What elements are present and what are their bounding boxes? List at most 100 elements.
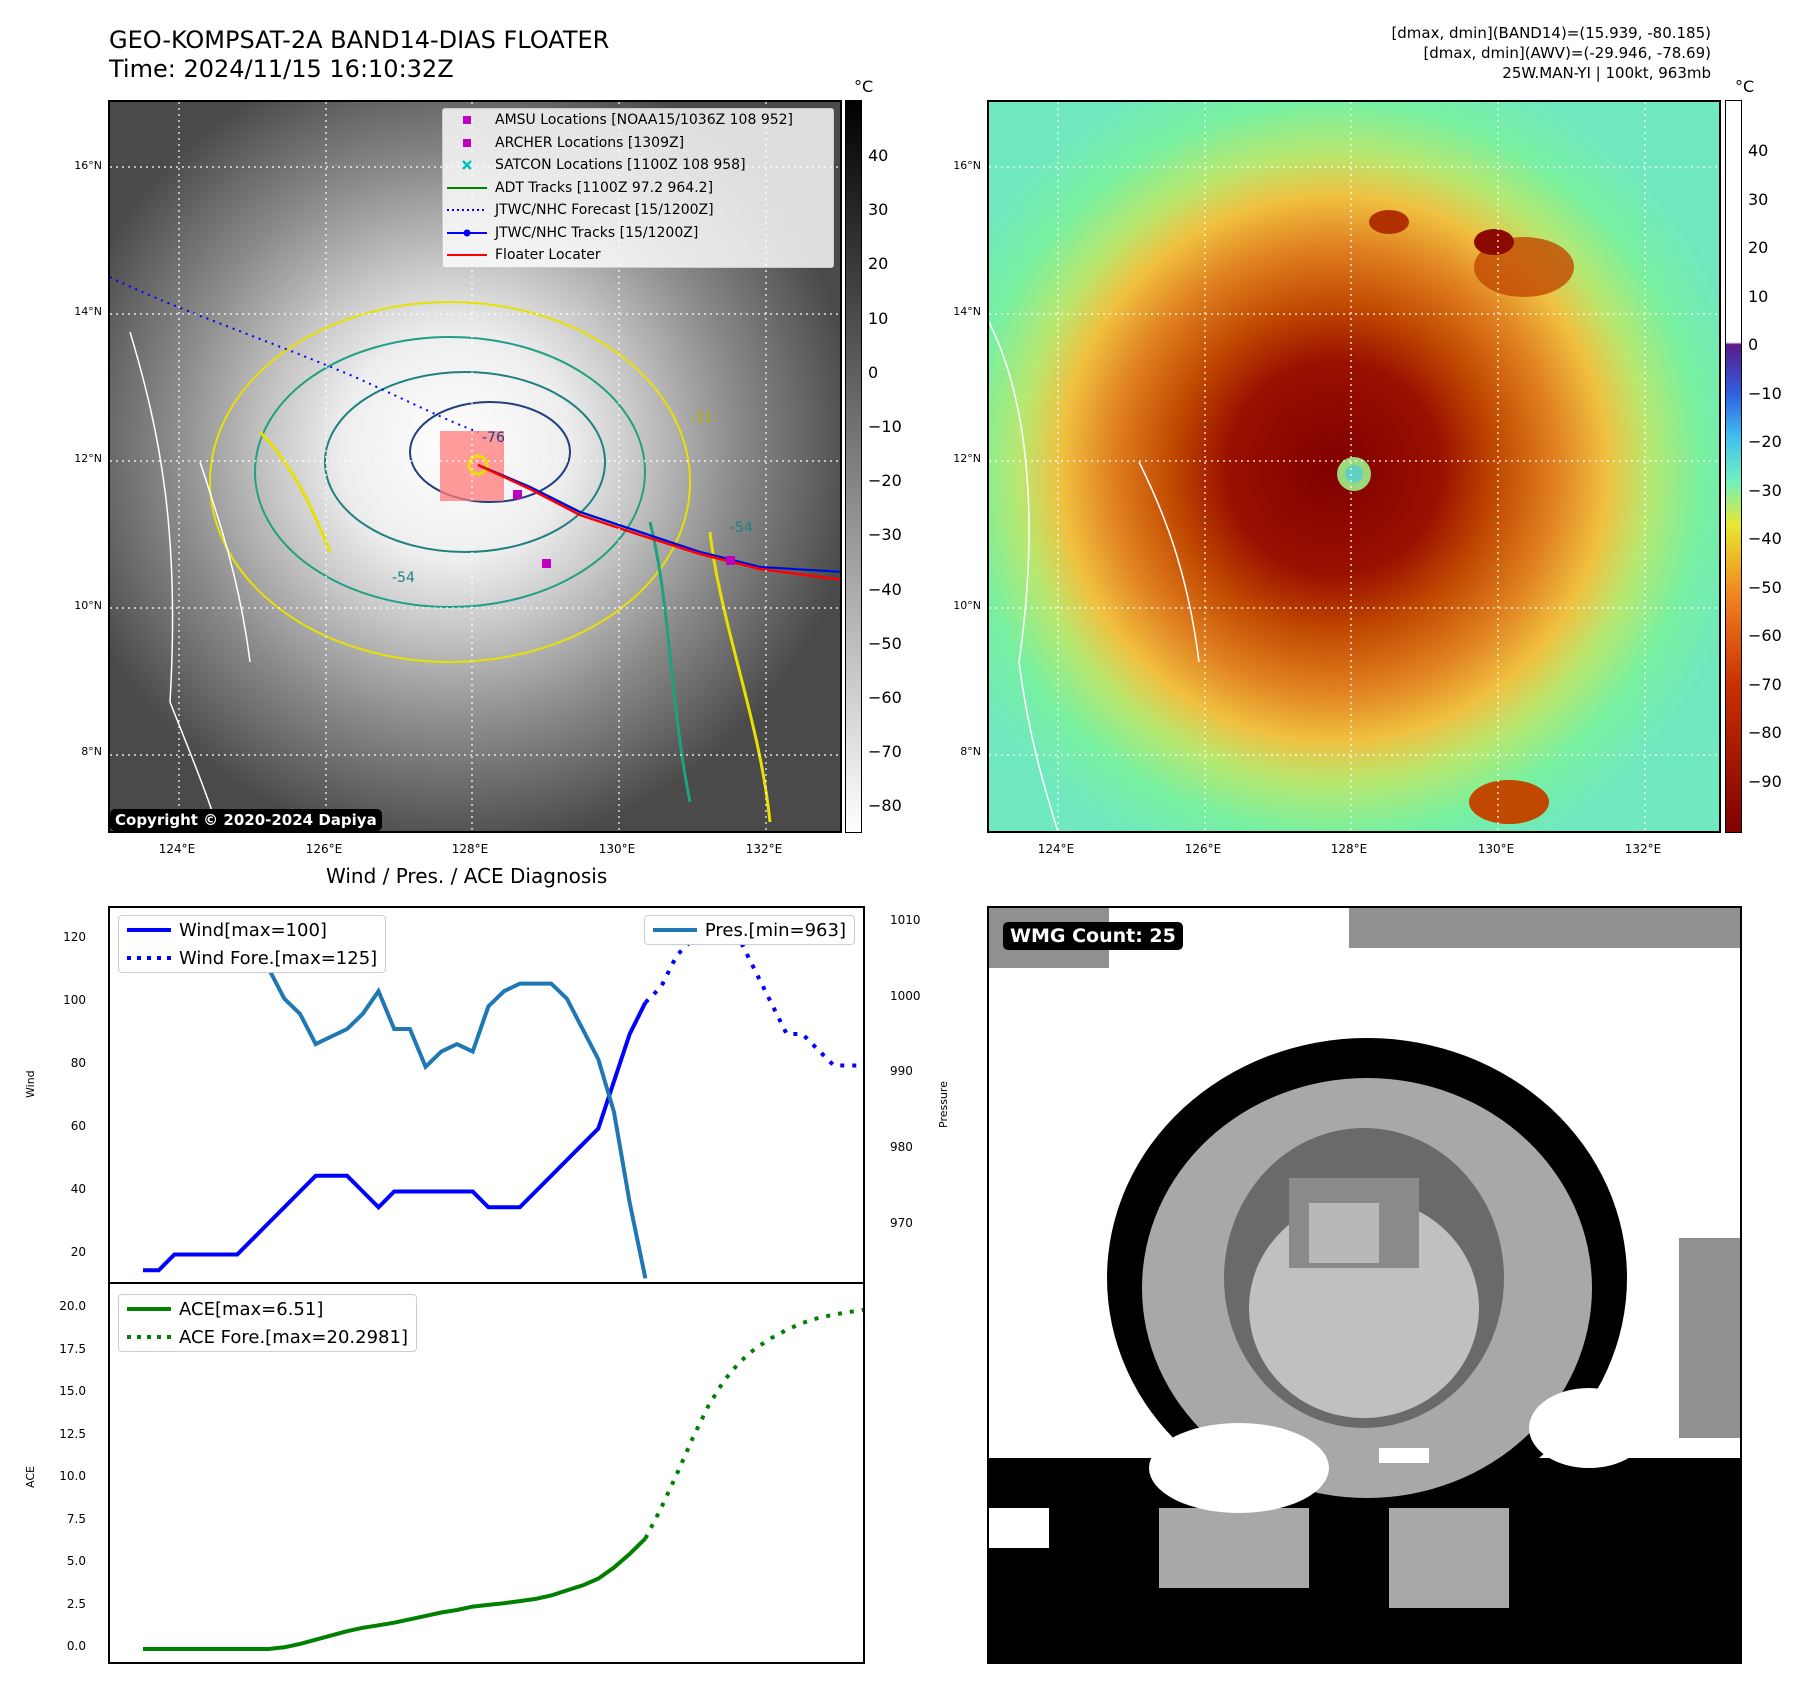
contour-label-1: -76 bbox=[482, 430, 505, 446]
lat-tick-label: 10°N bbox=[953, 599, 981, 612]
wind-tick-label: 80 bbox=[70, 1055, 86, 1070]
wind-pressure-panel: Wind[max=100] Wind Fore.[max=125] Pres.[… bbox=[108, 906, 865, 1284]
pressure-legend: Pres.[min=963] bbox=[643, 915, 855, 945]
wind-legend: Wind[max=100] Wind Fore.[max=125] bbox=[118, 915, 387, 973]
info-line-3: 25W.MAN-YI | 100kt, 963mb bbox=[1502, 64, 1711, 82]
lon-tick-label: 130°E bbox=[598, 842, 636, 856]
ir-colorbar-tick: 30 bbox=[868, 200, 889, 220]
legend-item-archer: ARCHER Locations [1309Z] bbox=[443, 132, 833, 155]
contour-label-4: -31 bbox=[690, 410, 713, 426]
series-line-ace-fore-max- bbox=[643, 1307, 863, 1540]
pressure-tick-label: 1010 bbox=[890, 913, 921, 928]
contour-label-3: -54 bbox=[730, 520, 753, 536]
ace-tick-label: 20.0 bbox=[59, 1299, 86, 1314]
lon-tick-label: 124°E bbox=[158, 842, 196, 856]
lon-tick-label: 130°E bbox=[1477, 842, 1515, 856]
title-line-1: GEO-KOMPSAT-2A BAND14-DIAS FLOATER bbox=[109, 26, 610, 54]
awv-colorbar-tick: −10 bbox=[1748, 383, 1782, 403]
wind-tick-label: 120 bbox=[63, 929, 86, 944]
legend-item-amsu: AMSU Locations [NOAA15/1036Z 108 952] bbox=[443, 109, 833, 132]
awv-colorbar-tick: −30 bbox=[1748, 480, 1782, 500]
legend-item-satcon: SATCON Locations [1100Z 108 958] bbox=[443, 154, 833, 177]
awv-colorbar-tick: 20 bbox=[1748, 238, 1769, 257]
ir-colorbar-tick: −30 bbox=[868, 525, 902, 545]
ace-tick-label: 17.5 bbox=[59, 1341, 86, 1356]
legend-item-ace-fore: ACE Fore.[max=20.2981] bbox=[127, 1326, 408, 1348]
lat-tick-label: 14°N bbox=[74, 305, 102, 318]
lat-tick-label: 10°N bbox=[74, 599, 102, 612]
legend-item-jtwc-forecast: JTWC/NHC Forecast [15/1200Z] bbox=[447, 202, 714, 219]
ir-colorbar-unit: °C bbox=[854, 77, 874, 96]
pressure-tick-label: 970 bbox=[890, 1215, 913, 1230]
ir-colorbar-tick: −60 bbox=[868, 688, 902, 707]
lat-tick-label: 16°N bbox=[953, 159, 981, 172]
wind-tick-label: 60 bbox=[70, 1118, 86, 1133]
awv-colorbar-tick: −80 bbox=[1748, 723, 1782, 742]
ir-colorbar-tick: −80 bbox=[868, 796, 902, 816]
ace-tick-label: 10.0 bbox=[59, 1469, 86, 1484]
lat-tick-label: 12°N bbox=[953, 452, 981, 465]
lon-tick-label: 126°E bbox=[1184, 842, 1222, 856]
awv-colorbar-tick: −70 bbox=[1748, 674, 1782, 694]
diag-title: Wind / Pres. / ACE Diagnosis bbox=[326, 864, 608, 888]
info-line-2: [dmax, dmin](AWV)=(-29.946, -78.69) bbox=[1423, 44, 1711, 62]
awv-map-panel bbox=[987, 100, 1721, 833]
ir-colorbar-tick: −10 bbox=[868, 417, 902, 436]
awv-colorbar bbox=[1725, 100, 1742, 833]
lat-tick-label: 8°N bbox=[960, 745, 981, 758]
lon-tick-label: 132°E bbox=[1624, 842, 1662, 856]
ir-colorbar-tick: −20 bbox=[868, 471, 902, 491]
legend-item-adt: ADT Tracks [1100Z 97.2 964.2] bbox=[447, 179, 714, 196]
awv-colorbar-tick: 10 bbox=[1748, 286, 1769, 306]
contour-label-2: -54 bbox=[392, 570, 415, 586]
ir-colorbar-tick: −40 bbox=[868, 579, 902, 599]
ace-tick-label: 12.5 bbox=[59, 1426, 86, 1441]
copyright-badge: Copyright © 2020-2024 Dapiya bbox=[110, 809, 382, 831]
ace-axis-label: ACE bbox=[24, 1466, 37, 1488]
legend-item-floater: Floater Locater bbox=[447, 247, 601, 264]
ir-map-legend: AMSU Locations [NOAA15/1036Z 108 952] AR… bbox=[442, 108, 834, 268]
legend-item-ace: ACE[max=6.51] bbox=[127, 1298, 324, 1320]
ir-map-panel: -76 -54 -54 -31 AMSU Locations [NOAA15/1… bbox=[108, 100, 842, 833]
pressure-tick-label: 1000 bbox=[890, 988, 921, 1003]
ace-plot bbox=[143, 1307, 863, 1651]
series-line-ace-max- bbox=[143, 1537, 647, 1651]
wind-tick-label: 40 bbox=[70, 1181, 86, 1196]
wind-axis-label: Wind bbox=[24, 1070, 37, 1098]
series-line-wind-fore-max- bbox=[643, 921, 863, 1068]
ir-colorbar bbox=[845, 100, 862, 833]
awv-map-gridlines bbox=[989, 102, 1719, 831]
series-line-wind-max- bbox=[143, 1001, 648, 1273]
wmg-count-badge: WMG Count: 25 bbox=[1003, 922, 1183, 950]
ir-colorbar-tick: 20 bbox=[868, 254, 889, 274]
awv-colorbar-tick: −90 bbox=[1748, 771, 1782, 791]
ir-colorbar-tick: 40 bbox=[868, 146, 889, 165]
ace-tick-label: 0.0 bbox=[66, 1639, 86, 1654]
awv-colorbar-tick: −60 bbox=[1748, 626, 1782, 645]
awv-colorbar-unit: °C bbox=[1735, 77, 1755, 96]
legend-item-wind-fore: Wind Fore.[max=125] bbox=[127, 947, 378, 969]
awv-colorbar-tick: 0 bbox=[1748, 335, 1759, 354]
ir-colorbar-tick: 0 bbox=[868, 362, 879, 382]
ace-tick-label: 2.5 bbox=[66, 1596, 86, 1611]
legend-item-jtwc-tracks: JTWC/NHC Tracks [15/1200Z] bbox=[443, 222, 833, 245]
lon-tick-label: 126°E bbox=[305, 842, 343, 856]
pressure-axis-label: Pressure bbox=[937, 1081, 950, 1128]
wmg-panel: WMG Count: 25 bbox=[987, 906, 1742, 1664]
lat-tick-label: 14°N bbox=[953, 305, 981, 318]
ace-panel: ACE[max=6.51] ACE Fore.[max=20.2981] bbox=[108, 1282, 865, 1664]
info-line-1: [dmax, dmin](BAND14)=(15.939, -80.185) bbox=[1391, 24, 1711, 42]
title-line-2: Time: 2024/11/15 16:10:32Z bbox=[109, 55, 454, 83]
lon-tick-label: 124°E bbox=[1037, 842, 1075, 856]
awv-colorbar-tick: 40 bbox=[1748, 141, 1769, 160]
ace-tick-label: 7.5 bbox=[66, 1511, 86, 1526]
ace-legend: ACE[max=6.51] ACE Fore.[max=20.2981] bbox=[118, 1294, 417, 1352]
wind-tick-label: 100 bbox=[63, 992, 86, 1007]
legend-item-pres: Pres.[min=963] bbox=[652, 919, 846, 941]
lon-tick-label: 132°E bbox=[745, 842, 783, 856]
pressure-tick-label: 990 bbox=[890, 1064, 913, 1079]
lon-tick-label: 128°E bbox=[1330, 842, 1368, 856]
lat-tick-label: 8°N bbox=[81, 745, 102, 758]
ir-colorbar-tick: −70 bbox=[868, 742, 902, 762]
awv-colorbar-tick: −20 bbox=[1748, 432, 1782, 451]
